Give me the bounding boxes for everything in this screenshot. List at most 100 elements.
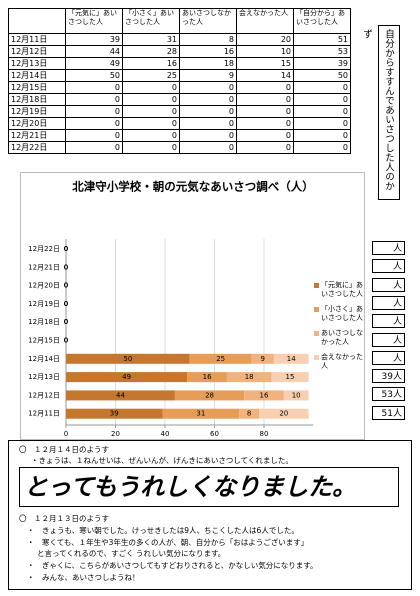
data-label: 0 <box>64 300 68 308</box>
legend-label: あいさつしなかった人 <box>321 329 363 346</box>
data-label: 20 <box>279 410 288 418</box>
table-row: 12月22日 0 0 0 0 0 <box>8 141 351 154</box>
cell: 16 <box>179 45 237 58</box>
data-label: 50 <box>123 355 132 363</box>
data-label: 0 <box>64 245 68 253</box>
cell: 44 <box>65 45 123 58</box>
bar-segment <box>187 372 227 383</box>
data-label: 10 <box>292 391 301 399</box>
cell: 0 <box>179 129 237 142</box>
cell: 0 <box>236 105 294 118</box>
y-tick-label: 12月22日 <box>28 245 60 253</box>
heading: 〇 １２月１３日のようす <box>19 514 109 523</box>
cell: 12月12日 <box>8 45 66 58</box>
bar-segment <box>174 390 245 401</box>
cell: 0 <box>65 105 123 118</box>
cell: 12月13日 <box>8 57 66 70</box>
text-line: ・ 寒くても、１年生や3年生の多くの人が、朝、自分から「おはようございます」 <box>27 538 309 547</box>
cell: 0 <box>236 141 294 154</box>
cell: 0 <box>65 129 123 142</box>
data-label: 15 <box>286 373 295 381</box>
cell: 16 <box>122 57 180 70</box>
bar-segment <box>162 408 240 419</box>
data-label: 31 <box>196 410 205 418</box>
cell: 0 <box>122 93 180 106</box>
cell: 0 <box>122 141 180 154</box>
legend-label: 「小さく」あいさつした人 <box>321 305 363 322</box>
cell: 0 <box>236 81 294 94</box>
bar-segment <box>66 390 175 401</box>
cell: 0 <box>179 141 237 154</box>
cell: 0 <box>65 93 123 106</box>
cell: 14 <box>236 69 294 82</box>
data-label: 0 <box>64 300 68 308</box>
cell: 49 <box>65 57 123 70</box>
data-label: 9 <box>261 355 265 363</box>
data-label: 0 <box>64 245 68 253</box>
chart: 北津守小学校・朝の元気なあいさつ調べ（人） 0 20 40 60 80 12月11日 39 3… <box>20 172 365 440</box>
bar-segment <box>251 353 274 364</box>
data-label: 8 <box>247 410 251 418</box>
data-label: 0 <box>64 245 68 253</box>
data-label: 14 <box>287 355 296 363</box>
text-line: ・ みんな、あいさつしようね！ <box>27 573 140 582</box>
bar-segment <box>189 353 252 364</box>
table-row: 12月12日 44 28 16 10 53 <box>8 45 351 58</box>
data-label: 0 <box>64 318 68 326</box>
data-label: 0 <box>64 282 68 290</box>
legend-label: 「元気に」あいさつした人 <box>321 281 363 298</box>
side-box: 人 <box>372 314 405 329</box>
table-row: 12月13日 49 16 18 15 39 <box>8 57 351 70</box>
bar-segment <box>66 408 163 419</box>
data-label: 0 <box>64 245 68 253</box>
x-tick-label: 60 <box>210 430 219 438</box>
legend-swatch <box>314 307 319 312</box>
data-label: 25 <box>216 355 225 363</box>
big-message: とってもうれしくなりました。 <box>19 467 399 507</box>
legend-swatch <box>314 331 319 336</box>
x-tick-label: 40 <box>161 430 170 438</box>
cell: 0 <box>293 81 351 94</box>
header-cell: あいさつしなかった人 <box>179 8 237 34</box>
cell: 12月21日 <box>8 129 66 142</box>
data-label: 0 <box>64 300 68 308</box>
cell: 0 <box>179 105 237 118</box>
table-row: 12月14日 50 25 9 14 50 <box>8 69 351 82</box>
cell: 25 <box>122 69 180 82</box>
x-tick-label: 0 <box>64 430 68 438</box>
cell: 18 <box>179 57 237 70</box>
cell: 10 <box>236 45 294 58</box>
data-label: 0 <box>64 263 68 271</box>
cell: 12月20日 <box>8 117 66 130</box>
cell: 51 <box>293 33 351 46</box>
header-cell: 「自分から」あいさつした人 <box>293 8 351 34</box>
header-cell: 「元気に」あいさつした人 <box>65 8 123 34</box>
data-label: 0 <box>64 282 68 290</box>
text-line: と言ってくれるので、すごく うれしい気分になります。 <box>37 549 226 558</box>
bar-segment <box>259 408 309 419</box>
table-row: 12月20日 0 0 0 0 0 <box>8 117 351 130</box>
cell: 9 <box>179 69 237 82</box>
cell: 12月22日 <box>8 141 66 154</box>
data-label: 0 <box>64 263 68 271</box>
cell: 0 <box>236 117 294 130</box>
cell: 53 <box>293 45 351 58</box>
bar-segment <box>66 353 190 364</box>
table-row: 12月18日 0 0 0 0 0 <box>8 93 351 106</box>
text-line: ・ ぎゃくに、こちらがあいさつしてもすどおりされると、かなしい気分になります。 <box>27 561 318 570</box>
y-tick-label: 12月12日 <box>28 391 60 399</box>
side-box: 人 <box>372 277 405 292</box>
y-tick-label: 12月11日 <box>28 410 60 418</box>
cell: 0 <box>179 93 237 106</box>
table-row: 12月21日 0 0 0 0 0 <box>8 129 351 142</box>
table-row: 12月19日 0 0 0 0 0 <box>8 105 351 118</box>
bar-segment <box>239 408 260 419</box>
cell: 0 <box>65 117 123 130</box>
cell: 0 <box>293 141 351 154</box>
data-label: 0 <box>64 337 68 345</box>
legend-swatch <box>314 355 319 360</box>
data-label: 0 <box>64 300 68 308</box>
cell: 20 <box>236 33 294 46</box>
side-box: 人 <box>372 295 405 310</box>
